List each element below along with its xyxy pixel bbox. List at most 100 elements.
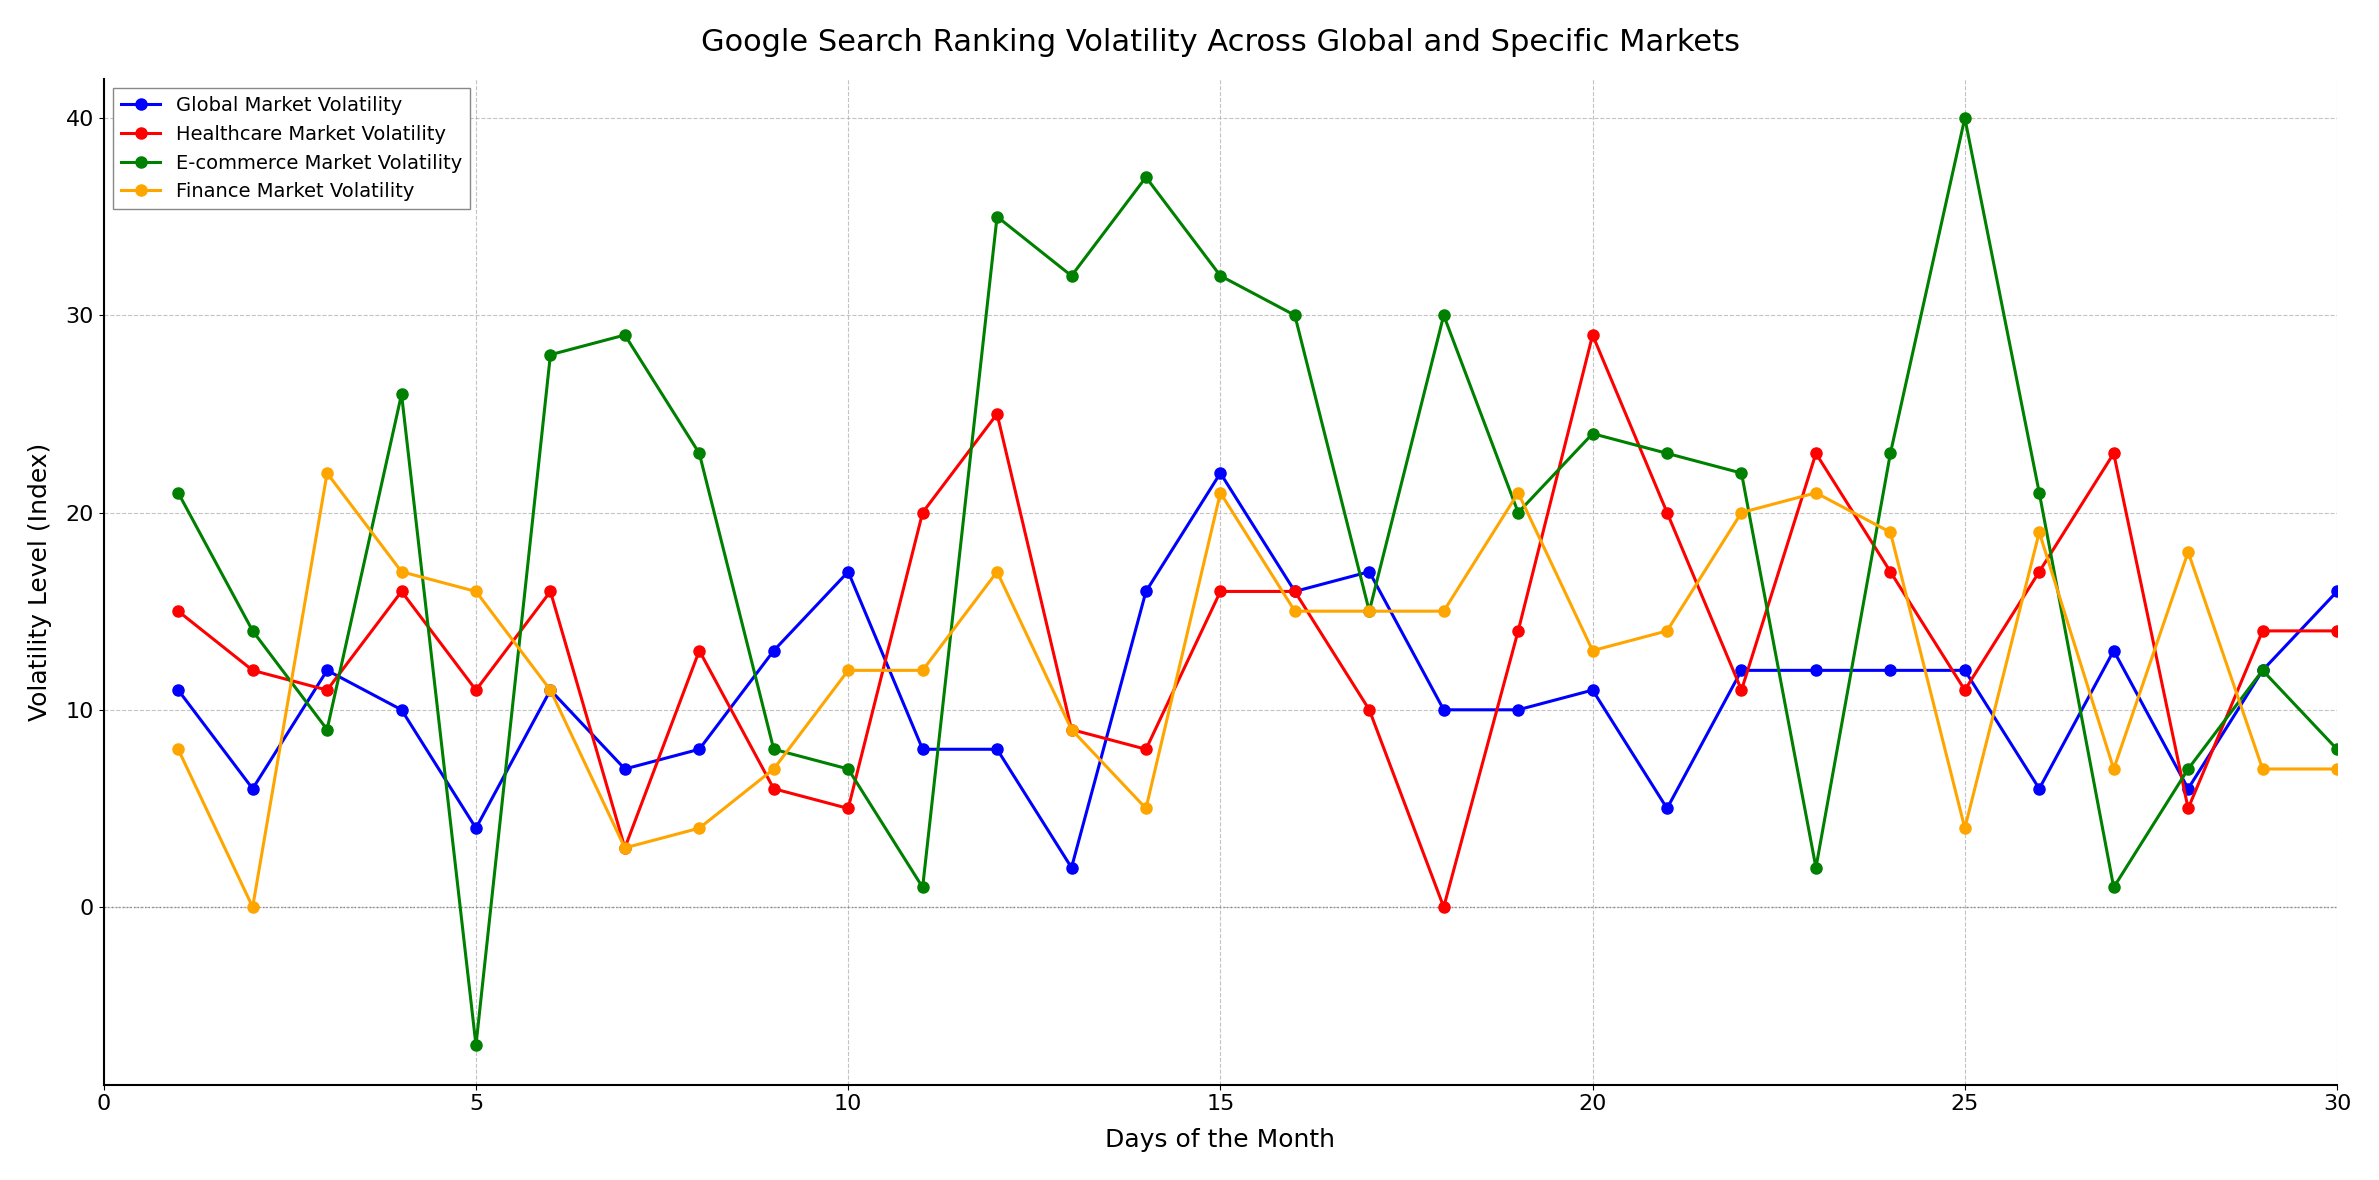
Finance Market Volatility bbox=[1504, 486, 1532, 500]
Global Market Volatility bbox=[1056, 860, 1085, 874]
Line: Finance Market Volatility: Finance Market Volatility bbox=[174, 467, 2343, 912]
Finance Market Volatility bbox=[238, 900, 266, 914]
Finance Market Volatility bbox=[535, 683, 564, 697]
Healthcare Market Volatility bbox=[535, 584, 564, 598]
Global Market Volatility bbox=[1577, 683, 1606, 697]
E-commerce Market Volatility bbox=[1727, 466, 1756, 480]
Finance Market Volatility bbox=[759, 762, 787, 776]
E-commerce Market Volatility bbox=[2174, 762, 2203, 776]
Finance Market Volatility bbox=[1356, 604, 1385, 618]
E-commerce Market Volatility bbox=[1430, 308, 1458, 322]
Healthcare Market Volatility bbox=[759, 781, 787, 795]
Global Market Volatility bbox=[685, 742, 714, 756]
Legend: Global Market Volatility, Healthcare Market Volatility, E-commerce Market Volati: Global Market Volatility, Healthcare Mar… bbox=[114, 88, 469, 209]
Healthcare Market Volatility bbox=[164, 604, 193, 618]
Global Market Volatility bbox=[1801, 663, 1829, 677]
Finance Market Volatility bbox=[835, 663, 864, 677]
E-commerce Market Volatility bbox=[462, 1038, 490, 1053]
Finance Market Volatility bbox=[611, 841, 640, 855]
Finance Market Volatility bbox=[1132, 801, 1161, 815]
Global Market Volatility bbox=[1504, 703, 1532, 717]
Healthcare Market Volatility bbox=[1577, 328, 1606, 342]
E-commerce Market Volatility bbox=[983, 210, 1011, 224]
Global Market Volatility bbox=[312, 663, 340, 677]
Global Market Volatility bbox=[535, 683, 564, 697]
Healthcare Market Volatility bbox=[1504, 624, 1532, 638]
Global Market Volatility bbox=[1356, 565, 1385, 579]
Healthcare Market Volatility bbox=[685, 643, 714, 657]
Healthcare Market Volatility bbox=[611, 841, 640, 855]
Global Market Volatility bbox=[164, 683, 193, 697]
Finance Market Volatility bbox=[2025, 525, 2053, 539]
Finance Market Volatility bbox=[2174, 545, 2203, 559]
Finance Market Volatility bbox=[312, 466, 340, 480]
Global Market Volatility bbox=[1727, 663, 1756, 677]
Finance Market Volatility bbox=[2098, 762, 2127, 776]
Healthcare Market Volatility bbox=[1653, 505, 1682, 519]
Global Market Volatility bbox=[1132, 584, 1161, 598]
Finance Market Volatility bbox=[1727, 505, 1756, 519]
Finance Market Volatility bbox=[1951, 821, 1979, 835]
E-commerce Market Volatility bbox=[1132, 170, 1161, 184]
E-commerce Market Volatility bbox=[2248, 663, 2277, 677]
E-commerce Market Volatility bbox=[1577, 426, 1606, 440]
Global Market Volatility bbox=[1430, 703, 1458, 717]
E-commerce Market Volatility bbox=[535, 348, 564, 362]
Finance Market Volatility bbox=[388, 565, 416, 579]
Healthcare Market Volatility bbox=[1280, 584, 1308, 598]
E-commerce Market Volatility bbox=[388, 387, 416, 401]
Y-axis label: Volatility Level (Index): Volatility Level (Index) bbox=[29, 442, 52, 721]
E-commerce Market Volatility bbox=[1206, 269, 1235, 283]
Healthcare Market Volatility bbox=[1132, 742, 1161, 756]
Healthcare Market Volatility bbox=[462, 683, 490, 697]
Global Market Volatility bbox=[2025, 781, 2053, 795]
Global Market Volatility bbox=[462, 821, 490, 835]
Global Market Volatility bbox=[835, 565, 864, 579]
E-commerce Market Volatility bbox=[164, 486, 193, 500]
E-commerce Market Volatility bbox=[759, 742, 787, 756]
Healthcare Market Volatility bbox=[2322, 624, 2350, 638]
Healthcare Market Volatility bbox=[1430, 900, 1458, 914]
Global Market Volatility bbox=[2098, 643, 2127, 657]
E-commerce Market Volatility bbox=[2098, 880, 2127, 894]
E-commerce Market Volatility bbox=[1653, 446, 1682, 460]
E-commerce Market Volatility bbox=[909, 880, 937, 894]
E-commerce Market Volatility bbox=[312, 722, 340, 736]
Healthcare Market Volatility bbox=[2248, 624, 2277, 638]
Line: E-commerce Market Volatility: E-commerce Market Volatility bbox=[174, 112, 2343, 1050]
Finance Market Volatility bbox=[1877, 525, 1906, 539]
E-commerce Market Volatility bbox=[835, 762, 864, 776]
E-commerce Market Volatility bbox=[611, 328, 640, 342]
Healthcare Market Volatility bbox=[909, 505, 937, 519]
Global Market Volatility bbox=[1877, 663, 1906, 677]
Finance Market Volatility bbox=[1577, 643, 1606, 657]
Healthcare Market Volatility bbox=[312, 683, 340, 697]
Finance Market Volatility bbox=[1801, 486, 1829, 500]
E-commerce Market Volatility bbox=[238, 624, 266, 638]
Finance Market Volatility bbox=[2248, 762, 2277, 776]
E-commerce Market Volatility bbox=[1801, 860, 1829, 874]
Line: Healthcare Market Volatility: Healthcare Market Volatility bbox=[174, 329, 2343, 912]
Healthcare Market Volatility bbox=[2174, 801, 2203, 815]
Healthcare Market Volatility bbox=[983, 407, 1011, 421]
E-commerce Market Volatility bbox=[1504, 505, 1532, 519]
Healthcare Market Volatility bbox=[1056, 722, 1085, 736]
E-commerce Market Volatility bbox=[2322, 742, 2350, 756]
Healthcare Market Volatility bbox=[1801, 446, 1829, 460]
E-commerce Market Volatility bbox=[1280, 308, 1308, 322]
X-axis label: Days of the Month: Days of the Month bbox=[1106, 1128, 1335, 1152]
Finance Market Volatility bbox=[1653, 624, 1682, 638]
Global Market Volatility bbox=[2322, 584, 2350, 598]
Global Market Volatility bbox=[1653, 801, 1682, 815]
Finance Market Volatility bbox=[1056, 722, 1085, 736]
Healthcare Market Volatility bbox=[2025, 565, 2053, 579]
E-commerce Market Volatility bbox=[685, 446, 714, 460]
Finance Market Volatility bbox=[164, 742, 193, 756]
Finance Market Volatility bbox=[909, 663, 937, 677]
Line: Global Market Volatility: Global Market Volatility bbox=[174, 467, 2343, 873]
Healthcare Market Volatility bbox=[1727, 683, 1756, 697]
E-commerce Market Volatility bbox=[1951, 111, 1979, 125]
Finance Market Volatility bbox=[462, 584, 490, 598]
Title: Google Search Ranking Volatility Across Global and Specific Markets: Google Search Ranking Volatility Across … bbox=[702, 28, 1739, 57]
Healthcare Market Volatility bbox=[1356, 703, 1385, 717]
